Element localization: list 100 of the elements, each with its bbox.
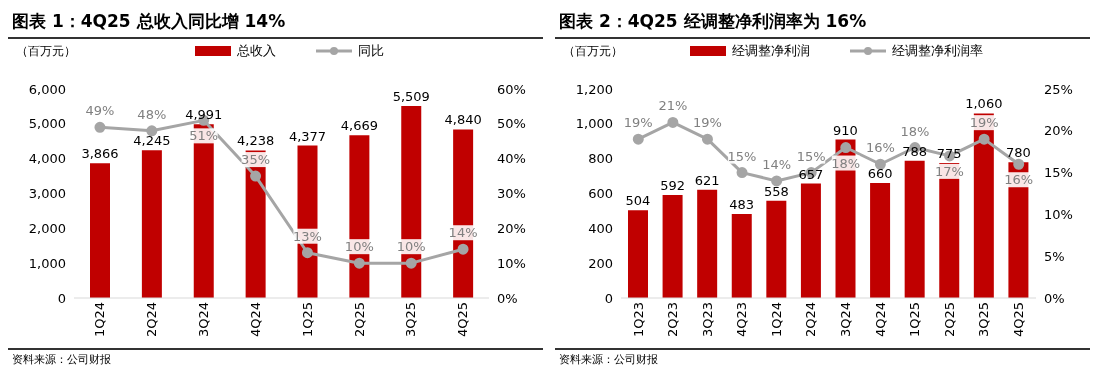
data-label: 14% xyxy=(448,225,478,241)
bar xyxy=(628,210,648,298)
chart-title: 图表 1：4Q25 总收入同比增 14% xyxy=(8,8,543,39)
data-label: 483 xyxy=(729,196,755,212)
point xyxy=(736,167,748,179)
legend-label: 经调整净利润率 xyxy=(892,42,983,60)
legend-label: 总收入 xyxy=(237,42,276,60)
legend-label: 经调整净利润 xyxy=(732,42,810,60)
x-tick-label: 3Q24 xyxy=(838,302,854,338)
data-label: 1,060 xyxy=(965,96,1003,112)
x-tick-label: 3Q25 xyxy=(976,302,992,338)
data-label: 19% xyxy=(693,115,722,131)
x-tick-label: 1Q24 xyxy=(92,302,108,338)
point xyxy=(146,125,158,137)
bar xyxy=(766,200,787,298)
x-tick-label: 1Q23 xyxy=(630,302,646,338)
point xyxy=(457,243,469,255)
point xyxy=(250,170,262,182)
y2-tick-label: 20% xyxy=(1044,123,1073,139)
data-label: 35% xyxy=(241,152,271,168)
point xyxy=(94,121,106,133)
data-label: 48% xyxy=(137,106,167,122)
data-label: 910 xyxy=(833,122,858,138)
point xyxy=(874,158,886,170)
y2-tick-label: 15% xyxy=(1044,165,1073,181)
point xyxy=(667,116,679,128)
x-tick-label: 4Q24 xyxy=(872,302,888,338)
data-label: 780 xyxy=(1006,145,1031,161)
y2-tick-label: 40% xyxy=(497,151,526,167)
y-tick-label: 600 xyxy=(588,186,613,202)
x-tick-label: 1Q24 xyxy=(768,302,784,338)
data-label: 10% xyxy=(396,239,426,255)
point xyxy=(701,133,713,145)
y-axis-title: （百万元） xyxy=(16,42,77,60)
x-tick-label: 4Q25 xyxy=(1010,302,1026,338)
y-tick-label: 6,000 xyxy=(28,81,66,97)
data-label: 788 xyxy=(902,143,928,159)
y-tick-label: 5,000 xyxy=(28,116,66,132)
point xyxy=(301,247,313,259)
text: 资料来源：公司财报 xyxy=(12,352,112,367)
y-tick-label: 1,000 xyxy=(28,255,66,271)
y-tick-label: 1,200 xyxy=(575,81,613,97)
y2-tick-label: 0% xyxy=(497,290,518,306)
bar xyxy=(800,183,821,298)
y-tick-label: 400 xyxy=(588,220,613,236)
bar xyxy=(662,194,683,298)
y2-tick-label: 0% xyxy=(1044,290,1065,306)
y2-tick-label: 10% xyxy=(497,255,526,271)
x-tick-label: 3Q24 xyxy=(195,302,211,338)
y2-tick-label: 50% xyxy=(497,116,526,132)
y2-tick-label: 10% xyxy=(1044,207,1073,223)
x-tick-label: 1Q25 xyxy=(299,302,315,338)
y-tick-label: 3,000 xyxy=(28,186,66,202)
data-label: 4,991 xyxy=(185,107,223,123)
y-tick-label: 800 xyxy=(588,151,613,167)
point xyxy=(632,133,644,145)
y2-tick-label: 60% xyxy=(497,81,526,97)
point xyxy=(840,142,852,154)
data-label: 4,669 xyxy=(340,118,378,134)
y2-tick-label: 20% xyxy=(497,220,526,236)
y-tick-label: 4,000 xyxy=(28,151,66,167)
data-label: 5,509 xyxy=(392,89,430,105)
y-tick-label: 200 xyxy=(588,255,613,271)
data-label: 4,245 xyxy=(133,133,171,149)
x-tick-label: 3Q23 xyxy=(699,302,715,338)
bar xyxy=(90,163,110,298)
point xyxy=(978,133,990,145)
data-label: 49% xyxy=(85,103,115,119)
chart-title: 图表 2：4Q25 经调整净利润率为 16% xyxy=(555,8,1090,39)
data-label: 10% xyxy=(344,239,374,255)
bar xyxy=(697,189,718,298)
y-tick-label: 1,000 xyxy=(575,116,613,132)
x-tick-label: 2Q25 xyxy=(351,302,367,338)
bar xyxy=(904,160,925,298)
x-tick-label: 2Q24 xyxy=(803,302,819,338)
x-tick-label: 4Q24 xyxy=(247,302,263,338)
data-label: 4,840 xyxy=(444,112,482,128)
data-label: 16% xyxy=(865,140,895,156)
data-label: 504 xyxy=(625,193,651,209)
data-label: 19% xyxy=(969,115,999,131)
data-label: 660 xyxy=(867,166,893,182)
point xyxy=(353,257,365,269)
bar xyxy=(141,150,162,298)
data-label: 15% xyxy=(727,148,757,164)
legend-label: 同比 xyxy=(358,42,384,60)
bar xyxy=(870,183,891,298)
bar xyxy=(731,213,752,298)
data-label: 19% xyxy=(623,115,653,131)
data-label: 621 xyxy=(694,172,720,188)
data-label: 4,377 xyxy=(288,128,327,144)
data-label: 17% xyxy=(935,163,964,179)
data-label: 3,866 xyxy=(81,146,119,162)
data-label: 657 xyxy=(798,166,824,182)
x-tick-label: 2Q23 xyxy=(665,302,681,338)
data-label: 21% xyxy=(658,98,688,114)
x-tick-label: 2Q25 xyxy=(941,302,957,338)
data-label: 51% xyxy=(189,128,219,144)
data-label: 14% xyxy=(762,156,792,172)
x-tick-label: 3Q25 xyxy=(403,302,419,338)
x-tick-label: 4Q25 xyxy=(455,302,471,338)
